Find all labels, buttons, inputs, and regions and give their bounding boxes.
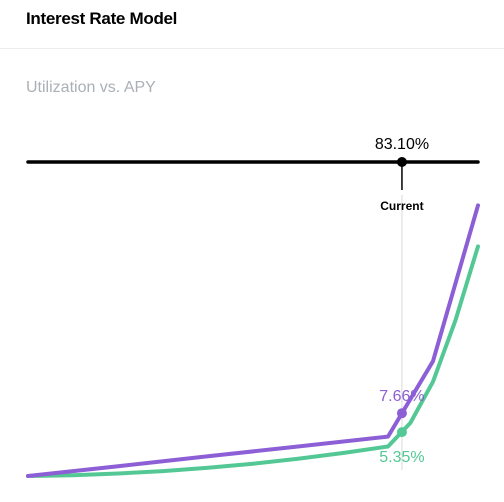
page-title: Interest Rate Model (26, 9, 178, 28)
current-value-label-1: 5.35% (379, 449, 424, 466)
current-value-label-0: 7.66% (379, 388, 424, 405)
series-line-1 (26, 244, 480, 478)
header: Interest Rate Model (0, 0, 504, 49)
chart-subtitle: Utilization vs. APY (26, 79, 156, 96)
series-line-0 (26, 203, 480, 478)
current-value-dot-0 (396, 408, 407, 419)
current-marker-label: Current (380, 199, 423, 213)
current-utilization-label: 83.10% (375, 136, 429, 153)
current-value-dot-1 (396, 427, 407, 438)
